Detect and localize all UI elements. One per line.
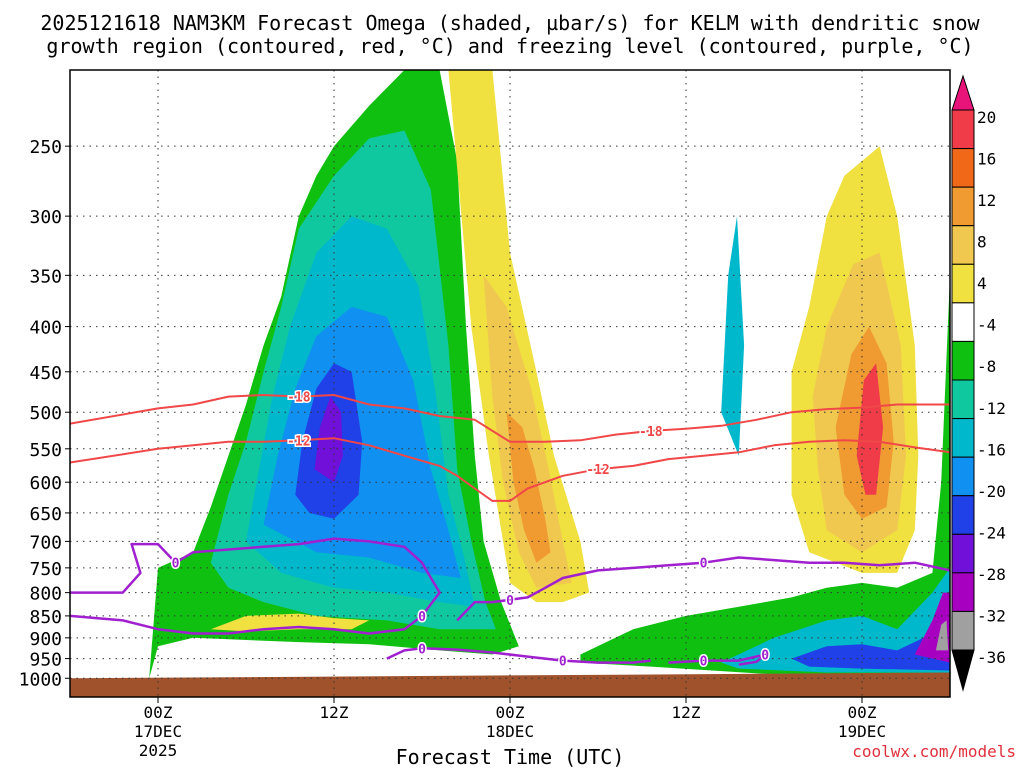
x-tick-label-3: 12Z [672,703,701,722]
omega-region-4c [210,613,370,632]
y-tick-label-500: 500 [29,403,62,424]
colorbar-box-10 [951,495,975,535]
colorbar-label-10: -24 [977,523,1006,542]
y-tick-label-250: 250 [29,137,62,158]
y-tick-label-650: 650 [29,504,62,525]
omega-region-4 [448,70,590,603]
freezing-contour-label-0-0: 0 [172,557,180,572]
chart-title-line-2: growth region (contoured, red, °C) and f… [46,34,973,58]
freezing-contour-label-0-1: 0 [418,610,426,625]
y-tick-label-700: 700 [29,532,62,553]
colorbar-box-7 [951,379,975,420]
y-tick-label-400: 400 [29,318,62,339]
colorbar-label-8: -16 [977,440,1006,459]
y-tick-label-900: 900 [29,629,62,650]
colorbar-label-0: 20 [977,108,996,127]
y-tick-label-1000: 1000 [19,669,62,690]
y-tick-label-750: 750 [29,559,62,580]
colorbar-top-arrow [951,74,975,111]
colorbar-box-9 [951,456,975,497]
colorbar-label-13: -36 [977,648,1006,667]
colorbar-label-3: 8 [977,233,987,252]
omega-region--12b [721,216,745,456]
x-tick-date-2: 18DEC [486,722,534,741]
x-tick-date-0: 17DEC [134,722,182,741]
freezing-contour-line-2 [386,647,651,664]
colorbar-box-6 [951,340,975,381]
contour-lines: -18 -18 -12 -12 0 0 0 0 0 0 0 0 [70,389,950,671]
ground-layer [70,672,950,697]
ground-surface [70,672,950,697]
omega-region-8 [483,275,572,588]
x-tick-label-2: 00Z [496,703,525,722]
dendritic-contour-label-0-1: -18 [639,425,663,440]
omega-region--12c [721,567,950,673]
chart-title-line-1: 2025121618 NAM3KM Forecast Omega (shaded… [40,11,980,35]
omega-region--20b [791,602,950,671]
y-tick-label-350: 350 [29,266,62,287]
omega-shading [149,70,950,679]
colorbar-label-9: -20 [977,482,1006,501]
x-tick-year-0: 2025 [139,741,178,760]
plot-grid [70,70,950,697]
colorbar-box-12 [951,572,975,612]
colorbar-label-12: -32 [977,606,1006,625]
y-tick-label-450: 450 [29,363,62,384]
colorbar-label-5: -4 [977,316,996,335]
y-tick-label-300: 300 [29,207,62,228]
freezing-contour-label-2-1: 0 [559,655,567,670]
pressure-axis: 2503003504004505005506006507007508008509… [19,137,70,690]
freezing-contour-label-2-0: 0 [418,642,426,657]
dendritic-contour-label-1-1: -12 [586,463,609,478]
colorbar-box-13 [951,610,975,651]
x-tick-label-4: 00Z [848,703,877,722]
x-tick-label-1: 12Z [320,703,349,722]
omega-colorbar: 20 16 12 8 4 -4 -8 -12 -16 -20 -24 -28 -32 -36 [951,74,1006,692]
colorbar-label-7: -12 [977,399,1006,418]
y-tick-label-800: 800 [29,584,62,605]
y-tick-label-550: 550 [29,440,62,461]
credit-text: coolwx.com/models [852,742,1016,761]
colorbar-label-4: 4 [977,274,987,293]
x-axis-label: Forecast Time (UTC) [396,745,625,768]
y-tick-label-600: 600 [29,473,62,494]
freezing-contour-label-1-1: 0 [700,557,708,572]
colorbar-box-11 [951,533,975,574]
freezing-contour-label-3-1: 0 [761,649,769,664]
freezing-contour-line-3 [668,653,767,666]
colorbar-box-2 [951,186,975,227]
omega-region--32 [935,620,949,651]
dendritic-contour-line-1 [70,437,950,502]
freezing-contour-label-3-0: 0 [700,655,708,670]
dendritic-contour-label-0-0: -18 [287,391,311,406]
dendritic-contour-label-1-0: -12 [287,434,310,449]
x-tick-date-4: 19DEC [838,722,886,741]
y-tick-label-850: 850 [29,607,62,628]
colorbar-box-3 [951,225,975,265]
colorbar-label-1: 16 [977,150,996,169]
colorbar-label-11: -28 [977,565,1006,584]
dendritic-contour-line-0 [70,394,950,443]
freezing-contour-line-1 [456,556,950,622]
freezing-contour-label-1-0: 0 [506,594,514,609]
colorbar-label-6: -8 [977,357,996,376]
colorbar-box-1 [951,148,975,188]
colorbar-box-0 [951,109,975,150]
colorbar-label-2: 12 [977,191,996,210]
colorbar-bottom-arrow [951,649,975,692]
y-tick-label-950: 950 [29,650,62,671]
colorbar-box-5 [951,302,975,342]
colorbar-box-4 [951,263,975,304]
colorbar-box-8 [951,418,975,458]
x-tick-label-0: 00Z [144,703,173,722]
freezing-contour-line-0 [70,537,441,635]
omega-region-16 [856,363,884,495]
